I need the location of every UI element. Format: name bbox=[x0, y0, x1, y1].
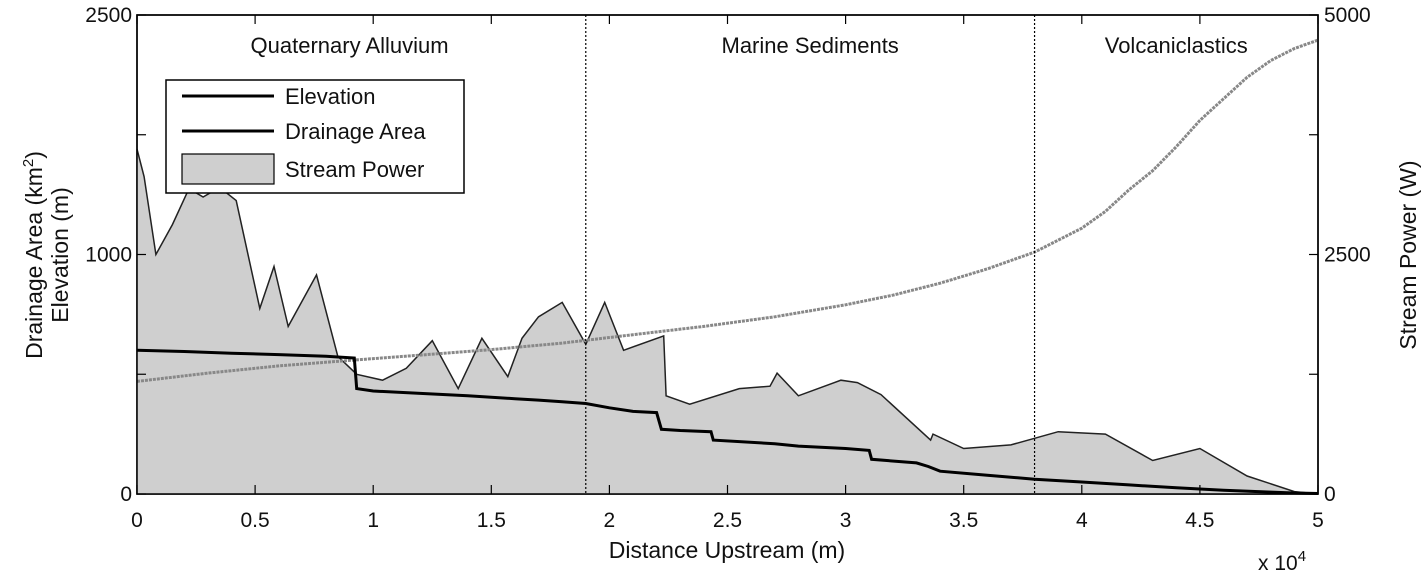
y-right-tick-label: 0 bbox=[1324, 483, 1336, 506]
legend: Elevation Drainage Area Stream Power bbox=[165, 79, 465, 194]
x-axis-multiplier: x 104 bbox=[1258, 548, 1306, 573]
axis-ticks bbox=[136, 14, 1319, 495]
x-tick-label: 3.5 bbox=[949, 509, 978, 532]
x-tick-label: 5 bbox=[1312, 509, 1324, 532]
y-left-title-text: Drainage Area (km bbox=[21, 167, 47, 359]
x-tick-label: 1 bbox=[367, 509, 379, 532]
plot-frame-border bbox=[136, 14, 1319, 495]
region-label-2: Marine Sediments bbox=[722, 33, 899, 58]
x-multiplier-base: x 10 bbox=[1258, 552, 1298, 573]
x-tick-label: 4 bbox=[1076, 509, 1088, 532]
x-tick-label: 0.5 bbox=[240, 509, 269, 532]
y-right-tick-label: 5000 bbox=[1324, 4, 1371, 27]
y-left-tick-label: 0 bbox=[120, 483, 132, 506]
y-left-title-close: ) bbox=[21, 151, 47, 159]
region-labels: Quaternary Alluvium Marine Sediments Volca… bbox=[251, 33, 1248, 58]
y-left-axis-title-line1: Drainage Area (km2) bbox=[20, 151, 47, 359]
y-left-title-superscript: 2 bbox=[20, 159, 37, 167]
y-left-axis-title-line2: Elevation (m) bbox=[47, 187, 73, 322]
x-tick-label: 2.5 bbox=[713, 509, 742, 532]
x-tick-label: 2 bbox=[604, 509, 616, 532]
stream-power-area bbox=[137, 149, 1318, 494]
x-tick-label: 4.5 bbox=[1185, 509, 1214, 532]
legend-swatch-stream-power bbox=[181, 153, 275, 185]
x-axis-title: Distance Upstream (m) bbox=[609, 537, 845, 563]
region-label-1: Quaternary Alluvium bbox=[251, 33, 449, 58]
elevation-line bbox=[136, 348, 1319, 495]
y-right-tick-label: 2500 bbox=[1324, 244, 1371, 267]
x-tick-label: 3 bbox=[840, 509, 852, 532]
y-right-axis-title: Stream Power (W) bbox=[1395, 160, 1421, 349]
y-left-tick-label: 1000 bbox=[85, 244, 132, 267]
legend-label-elevation: Elevation bbox=[285, 84, 376, 109]
legend-label-drainage-area: Drainage Area bbox=[285, 119, 426, 144]
y-left-tick-label: 2500 bbox=[85, 4, 132, 27]
legend-label-stream-power: Stream Power bbox=[285, 157, 424, 182]
x-multiplier-exponent: 4 bbox=[1298, 548, 1306, 565]
region-label-3: Volcaniclastics bbox=[1105, 33, 1248, 58]
drainage-area-line bbox=[136, 38, 1319, 383]
x-tick-label: 0 bbox=[131, 509, 143, 532]
x-tick-label: 1.5 bbox=[477, 509, 506, 532]
stream-power-line bbox=[136, 148, 1319, 495]
